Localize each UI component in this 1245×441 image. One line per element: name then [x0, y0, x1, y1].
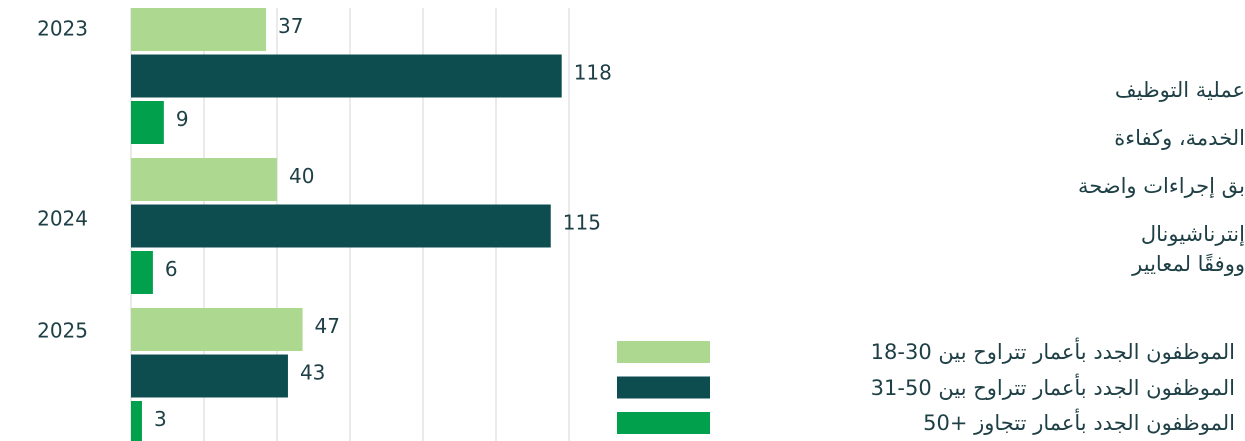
y-tick-label: 2024	[37, 207, 88, 231]
data-label: 115	[563, 211, 601, 235]
bar	[131, 308, 303, 351]
bar	[131, 401, 142, 441]
data-label: 6	[165, 257, 178, 281]
data-label: 43	[300, 361, 325, 385]
bar	[131, 354, 288, 398]
bar	[131, 251, 153, 294]
legend-swatch	[617, 341, 710, 363]
bar	[131, 101, 164, 144]
legend-label: الموظفون الجدد بأعمار تتراوح بين 50-31	[870, 375, 1235, 400]
bar	[131, 204, 551, 248]
legend-swatch	[617, 376, 710, 399]
data-label: 9	[176, 107, 189, 131]
data-label: 118	[574, 61, 612, 85]
legend-label: الموظفون الجدد بأعمار تتراوح بين 30-18	[870, 340, 1235, 364]
y-tick-label: 2023	[37, 17, 88, 41]
data-label: 3	[154, 407, 167, 431]
bar	[131, 8, 267, 51]
bar	[131, 54, 562, 98]
side-text: ووفقًا لمعايير	[1132, 252, 1245, 276]
legend-swatch	[617, 412, 710, 434]
side-text: عملية التوظيف	[1114, 78, 1245, 102]
side-text: بق إجراءات واضحة	[1077, 174, 1245, 198]
legend-label: الموظفون الجدد بأعمار تتجاوز +50	[923, 411, 1235, 435]
y-tick-label: 2025	[37, 319, 88, 343]
data-label: 40	[289, 164, 314, 188]
bar	[131, 158, 277, 201]
data-label: 37	[278, 14, 303, 38]
side-text: الخدمة، وكفاءة	[1114, 126, 1245, 150]
data-label: 47	[315, 314, 340, 338]
side-text: إنترناشيونال	[1140, 222, 1245, 246]
